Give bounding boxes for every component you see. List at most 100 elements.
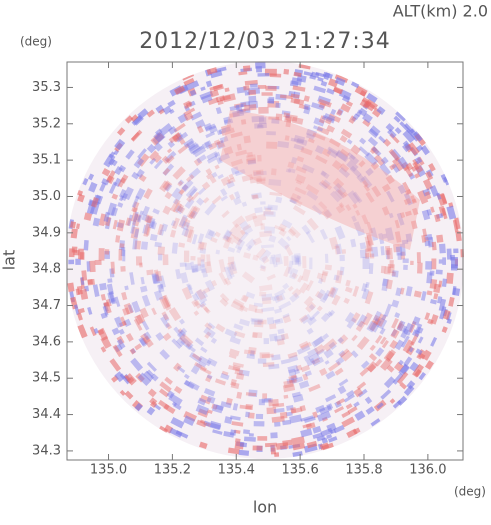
speckle	[263, 211, 276, 217]
speckle	[403, 264, 408, 270]
speckle	[289, 268, 299, 280]
speckle	[352, 203, 358, 209]
speckle	[334, 188, 345, 200]
speckle	[292, 442, 306, 451]
echo-band	[220, 110, 420, 250]
speckle	[195, 362, 203, 369]
speckle	[394, 339, 405, 351]
speckle	[346, 159, 359, 172]
speckle	[135, 215, 141, 221]
speckle	[157, 253, 163, 261]
speckle	[251, 318, 262, 326]
speckle	[170, 198, 181, 213]
speckle	[172, 132, 183, 143]
speckle	[230, 382, 240, 389]
speckle	[268, 234, 277, 243]
speckle	[293, 71, 302, 78]
speckle	[361, 288, 370, 300]
speckle	[119, 316, 127, 326]
speckle	[75, 223, 81, 230]
speckle	[351, 215, 357, 222]
speckle	[365, 232, 373, 246]
speckle	[143, 188, 153, 200]
speckle	[400, 251, 406, 260]
speckle	[136, 313, 146, 324]
speckle	[322, 338, 338, 352]
speckle	[355, 109, 363, 117]
speckle	[260, 244, 274, 249]
speckle	[375, 313, 387, 327]
speckle	[305, 128, 317, 138]
speckle	[153, 159, 163, 170]
speckle	[192, 145, 207, 158]
speckle	[243, 429, 250, 435]
speckle	[108, 290, 116, 303]
speckle	[203, 122, 213, 131]
speckle	[227, 447, 240, 455]
speckle	[215, 95, 226, 103]
speckle	[137, 108, 149, 120]
speckle	[164, 376, 173, 385]
speckle	[219, 292, 230, 303]
speckle	[243, 135, 251, 144]
speckle	[368, 353, 378, 362]
speckle	[114, 296, 121, 308]
speckle	[233, 196, 242, 206]
speckle	[290, 137, 304, 144]
speckle	[179, 318, 185, 325]
speckle	[352, 113, 360, 121]
speckle	[278, 300, 292, 311]
speckle	[246, 244, 253, 252]
speckle	[152, 132, 166, 146]
speckle	[366, 240, 372, 252]
speckle	[83, 212, 93, 221]
speckle	[184, 262, 192, 271]
speckle	[312, 432, 323, 440]
speckle	[204, 123, 217, 132]
x-axis-label: lon	[253, 498, 277, 517]
speckle	[311, 204, 323, 216]
x-tick-label: 135.8	[345, 463, 382, 478]
speckle	[400, 328, 410, 339]
speckle	[385, 227, 395, 242]
speckle	[203, 326, 216, 339]
speckle	[337, 385, 347, 395]
speckle	[361, 179, 369, 188]
speckle	[290, 375, 298, 381]
speckle	[380, 389, 392, 400]
speckle	[206, 409, 213, 414]
speckle	[438, 259, 443, 264]
speckle	[266, 317, 275, 325]
speckle	[291, 391, 302, 398]
speckle	[200, 259, 205, 268]
speckle	[326, 403, 334, 411]
speckle	[258, 399, 265, 406]
speckle	[326, 433, 333, 439]
speckle	[382, 233, 388, 239]
speckle	[306, 133, 315, 140]
speckle	[140, 241, 149, 250]
speckle	[363, 184, 371, 192]
speckle	[293, 91, 301, 100]
speckle	[235, 438, 241, 443]
speckle	[149, 233, 158, 242]
speckle	[193, 310, 200, 317]
speckle	[183, 111, 194, 122]
speckle	[421, 234, 426, 243]
speckle	[68, 259, 75, 265]
speckle	[374, 358, 383, 367]
speckle	[268, 178, 282, 186]
speckle	[204, 279, 215, 292]
speckle	[89, 260, 96, 273]
speckle	[291, 116, 304, 125]
speckle	[153, 269, 160, 282]
speckle	[292, 205, 306, 216]
speckle	[181, 183, 189, 191]
speckle	[194, 337, 205, 347]
speckle	[230, 300, 246, 312]
speckle	[251, 192, 263, 200]
speckle	[339, 254, 345, 262]
speckle	[89, 326, 97, 337]
speckle	[183, 218, 191, 228]
speckle	[294, 368, 300, 375]
